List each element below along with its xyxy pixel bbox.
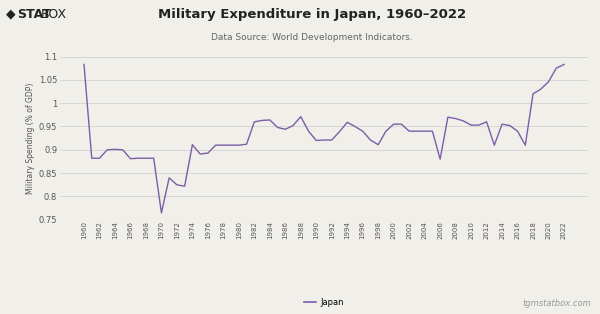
Text: BOX: BOX (41, 8, 67, 21)
Legend: Japan: Japan (304, 298, 344, 307)
Text: Military Expenditure in Japan, 1960–2022: Military Expenditure in Japan, 1960–2022 (158, 8, 466, 21)
Text: STAT: STAT (17, 8, 50, 21)
Y-axis label: Military Spending (% of GDP): Military Spending (% of GDP) (26, 83, 35, 194)
Text: tgmstatbox.com: tgmstatbox.com (522, 299, 591, 308)
Text: ◆: ◆ (6, 8, 20, 21)
Text: Data Source: World Development Indicators.: Data Source: World Development Indicator… (211, 33, 413, 42)
